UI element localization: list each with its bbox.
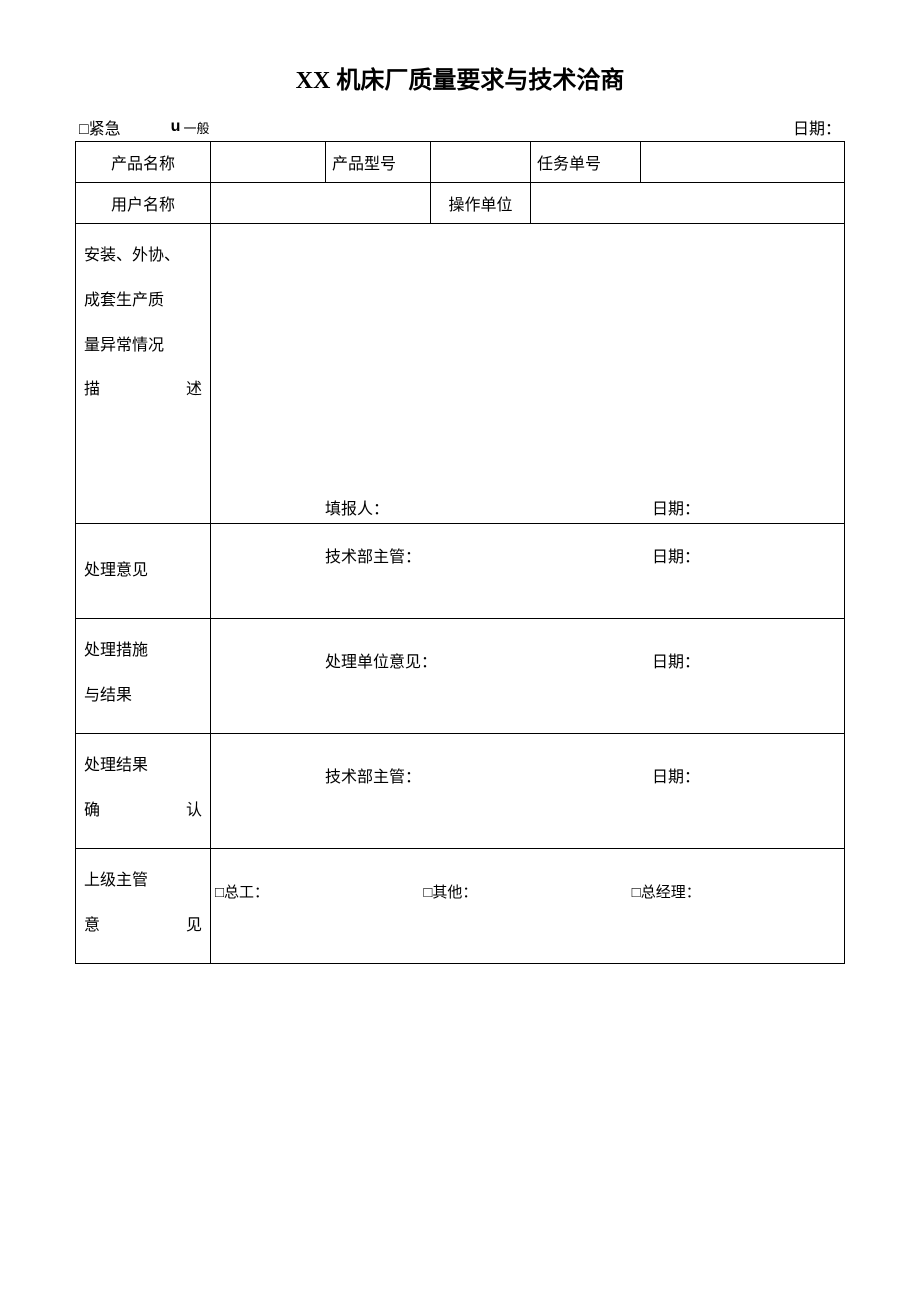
measures-content[interactable]: 处理单位意见： 日期： — [211, 619, 845, 734]
chief-engineer-checkbox: □总工： — [215, 881, 423, 902]
desc-line3: 量异常情况 — [84, 324, 202, 369]
normal-text: 一般 — [183, 118, 209, 137]
product-name-label: 产品名称 — [76, 142, 211, 183]
measures-line2: 与结果 — [84, 674, 202, 719]
product-model-label: 产品型号 — [326, 142, 431, 183]
desc-line4b: 述 — [186, 368, 202, 413]
desc-line2: 成套生产质 — [84, 279, 202, 324]
confirm-supervisor-label: 技术部主管： — [215, 763, 421, 787]
confirm-line2a: 确 — [84, 789, 100, 834]
description-content[interactable]: 填报人： 日期： — [211, 224, 845, 524]
description-label: 安装、外协、 成套生产质 量异常情况 描 述 — [76, 224, 211, 524]
user-name-label: 用户名称 — [76, 183, 211, 224]
table-row: 安装、外协、 成套生产质 量异常情况 描 述 填报人： 日期： — [76, 224, 845, 524]
opinion-content[interactable]: 技术部主管： 日期： — [211, 524, 845, 619]
confirm-label: 处理结果 确 认 — [76, 734, 211, 849]
superior-line1: 上级主管 — [84, 859, 202, 904]
opinion-date-label: 日期： — [652, 543, 840, 567]
unit-opinion-label: 处理单位意见： — [215, 648, 437, 672]
normal-u-mark: u — [171, 118, 181, 136]
superior-line2a: 意 — [84, 904, 100, 949]
reporter-label: 填报人： — [215, 495, 389, 519]
urgent-checkbox: □紧急 — [79, 115, 121, 139]
header-date-label: 日期： — [793, 115, 841, 139]
confirm-content[interactable]: 技术部主管： 日期： — [211, 734, 845, 849]
other-checkbox: □其他： — [423, 881, 631, 902]
header-row: □紧急 u 一般 日期： — [75, 115, 845, 139]
task-no-label: 任务单号 — [531, 142, 641, 183]
superior-content[interactable]: □总工： □其他： □总经理： — [211, 849, 845, 964]
confirm-date-label: 日期： — [652, 763, 840, 787]
confirm-line1: 处理结果 — [84, 744, 202, 789]
table-row: 处理结果 确 认 技术部主管： 日期： — [76, 734, 845, 849]
form-table: 产品名称 产品型号 任务单号 用户名称 操作单位 安装、外协、 成套生产质 量异… — [75, 141, 845, 964]
superior-line2b: 见 — [186, 904, 202, 949]
user-name-value[interactable] — [211, 183, 431, 224]
confirm-line2b: 认 — [186, 789, 202, 834]
operation-unit-label: 操作单位 — [431, 183, 531, 224]
measures-label: 处理措施 与结果 — [76, 619, 211, 734]
table-row: 处理意见 技术部主管： 日期： — [76, 524, 845, 619]
product-name-value[interactable] — [211, 142, 326, 183]
opinion-label: 处理意见 — [76, 524, 211, 619]
measures-date-label: 日期： — [652, 648, 840, 672]
table-row: 用户名称 操作单位 — [76, 183, 845, 224]
page-title: XX 机床厂质量要求与技术洽商 — [75, 60, 845, 95]
product-model-value[interactable] — [431, 142, 531, 183]
general-manager-checkbox: □总经理： — [632, 881, 840, 902]
tech-supervisor-label: 技术部主管： — [215, 543, 421, 567]
table-row: 处理措施 与结果 处理单位意见： 日期： — [76, 619, 845, 734]
desc-line4a: 描 — [84, 368, 100, 413]
table-row: 上级主管 意 见 □总工： □其他： □总经理： — [76, 849, 845, 964]
task-no-value[interactable] — [641, 142, 845, 183]
reporter-date-label: 日期： — [652, 495, 840, 519]
operation-unit-value[interactable] — [531, 183, 845, 224]
measures-line1: 处理措施 — [84, 629, 202, 674]
desc-line1: 安装、外协、 — [84, 234, 202, 279]
table-row: 产品名称 产品型号 任务单号 — [76, 142, 845, 183]
superior-label: 上级主管 意 见 — [76, 849, 211, 964]
